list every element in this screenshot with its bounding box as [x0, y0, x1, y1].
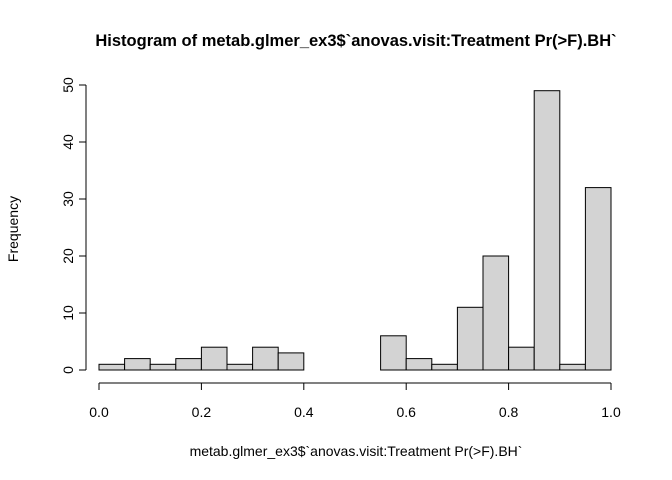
- histogram-bar-19: [584, 187, 612, 371]
- histogram-bar-4: [200, 346, 228, 371]
- x-tick-label: 0.4: [294, 404, 314, 420]
- bars-group: [98, 90, 612, 371]
- histogram-bar-5: [226, 363, 254, 371]
- y-tick-label: 50: [60, 77, 76, 93]
- y-tick-label: 20: [60, 248, 76, 264]
- histogram-bar-18: [559, 363, 586, 371]
- histogram-bar-12: [405, 358, 433, 371]
- histogram-bar-3: [175, 358, 202, 371]
- histogram-bar-14: [456, 306, 484, 371]
- histogram-bar-16: [508, 346, 535, 371]
- y-axis-label: Frequency: [5, 196, 21, 262]
- histogram-bar-1: [124, 358, 151, 371]
- histogram-bar-17: [533, 90, 561, 371]
- histogram-bar-6: [252, 346, 279, 371]
- x-tick-label: 1.0: [601, 404, 621, 420]
- x-tick-label: 0.6: [396, 404, 416, 420]
- chart-title: Histogram of metab.glmer_ex3$`anovas.vis…: [95, 32, 616, 50]
- x-axis-label: metab.glmer_ex3$`anovas.visit:Treatment …: [190, 443, 523, 459]
- histogram-bar-11: [380, 335, 407, 371]
- histogram-bar-2: [149, 363, 177, 371]
- y-tick-label: 40: [60, 134, 76, 150]
- y-axis: 0 10 20 30 40 50: [60, 77, 87, 374]
- histogram-bar-0: [98, 363, 126, 371]
- x-tick-label: 0.8: [499, 404, 519, 420]
- histogram-bar-15: [482, 255, 510, 371]
- x-tick-label: 0.0: [89, 404, 109, 420]
- y-tick-label: 10: [60, 305, 76, 321]
- histogram-bar-13: [431, 363, 458, 371]
- y-tick-label: 30: [60, 191, 76, 207]
- x-axis: 0.0 0.2 0.4 0.6 0.8 1.0: [89, 382, 621, 420]
- histogram-bar-7: [277, 352, 305, 371]
- y-tick-label: 0: [60, 366, 76, 374]
- x-tick-label: 0.2: [192, 404, 212, 420]
